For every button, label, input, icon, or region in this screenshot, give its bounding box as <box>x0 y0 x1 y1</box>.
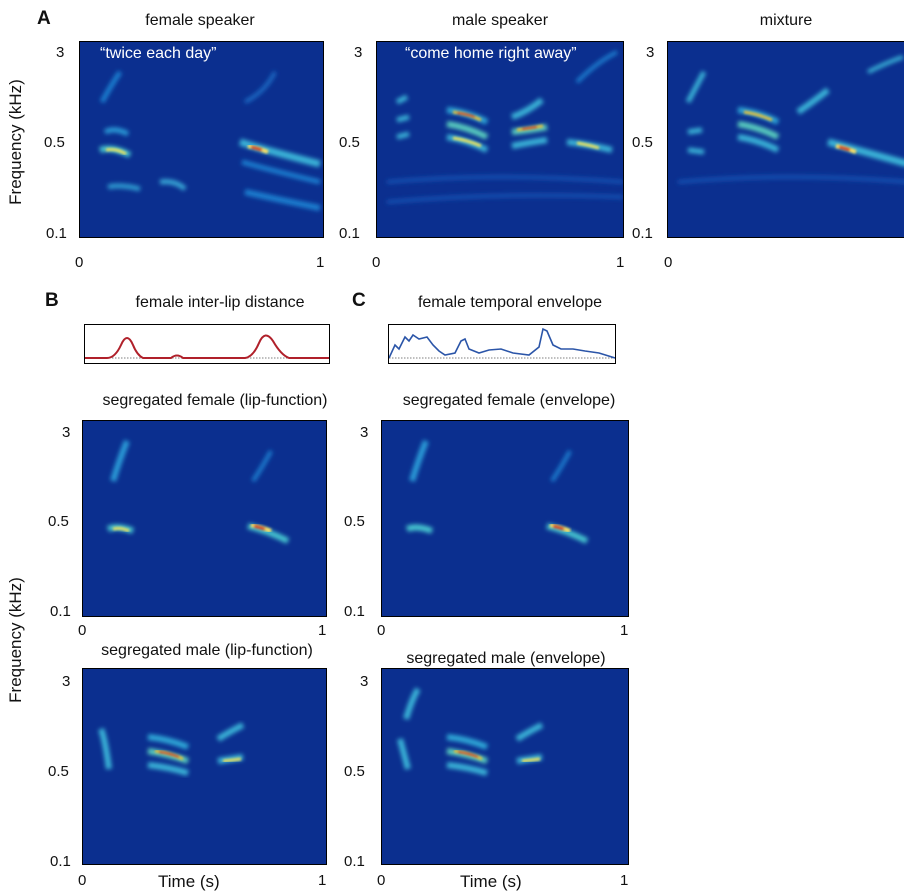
panel-letter-a: A <box>37 8 51 29</box>
male-speaker-title: male speaker <box>451 12 549 29</box>
mixture-title: mixture <box>759 12 813 29</box>
y-axis-label-top: Frequency (kHz) <box>6 79 25 205</box>
xtick-1: 1 <box>616 254 625 271</box>
xtick-0: 0 <box>372 254 381 271</box>
seg-female-envelope-title: segregated female (envelope) <box>402 392 616 409</box>
male-speaker-quote: “come home right away” <box>405 45 577 62</box>
ytick-3: 3 <box>62 673 71 690</box>
xtick-0: 0 <box>78 622 87 639</box>
ytick-3: 3 <box>62 424 71 441</box>
panel-letter-b: B <box>45 290 59 311</box>
female-speaker-quote: “twice each day” <box>100 45 217 62</box>
xtick-1: 1 <box>318 872 327 889</box>
lip-distance-title: female inter-lip distance <box>135 294 305 311</box>
xtick-0: 0 <box>377 622 386 639</box>
xtick-1: 1 <box>620 622 629 639</box>
ytick-0.1: 0.1 <box>339 225 360 242</box>
ytick-3: 3 <box>354 44 363 61</box>
xtick-0: 0 <box>377 872 386 889</box>
female-speaker-spectrogram <box>79 41 324 238</box>
x-axis-label-left: Time (s) <box>158 872 220 891</box>
ytick-0.5: 0.5 <box>632 134 653 151</box>
seg-female-envelope-spectrogram <box>381 420 629 617</box>
ytick-0.5: 0.5 <box>339 134 360 151</box>
ytick-0.5: 0.5 <box>48 513 69 530</box>
mixture-spectrogram <box>667 41 904 238</box>
envelope-title: female temporal envelope <box>417 294 603 311</box>
xtick-1: 1 <box>316 254 325 271</box>
seg-male-envelope-spectrogram <box>381 668 629 865</box>
ytick-3: 3 <box>360 424 369 441</box>
ytick-3: 3 <box>56 44 65 61</box>
ytick-0.5: 0.5 <box>44 134 65 151</box>
ytick-0.1: 0.1 <box>344 853 365 870</box>
ytick-0.1: 0.1 <box>50 603 71 620</box>
female-speaker-title: female speaker <box>145 12 255 29</box>
lip-distance-trace <box>84 324 330 364</box>
seg-male-lip-title: segregated male (lip-function) <box>101 642 313 659</box>
xtick-1: 1 <box>620 872 629 889</box>
ytick-0.5: 0.5 <box>48 763 69 780</box>
envelope-trace <box>388 324 616 364</box>
ytick-0.1: 0.1 <box>50 853 71 870</box>
xtick-0: 0 <box>75 254 84 271</box>
ytick-3: 3 <box>646 44 655 61</box>
xtick-0: 0 <box>664 254 673 271</box>
ytick-0.1: 0.1 <box>632 225 653 242</box>
ytick-0.1: 0.1 <box>46 225 67 242</box>
panel-letter-c: C <box>352 290 366 311</box>
xtick-0: 0 <box>78 872 87 889</box>
x-axis-label-right: Time (s) <box>460 872 522 891</box>
ytick-3: 3 <box>360 673 369 690</box>
seg-male-envelope-title: segregated male (envelope) <box>406 650 606 667</box>
male-speaker-spectrogram <box>376 41 624 238</box>
ytick-0.1: 0.1 <box>344 603 365 620</box>
seg-female-lip-title: segregated female (lip-function) <box>102 392 328 409</box>
ytick-0.5: 0.5 <box>344 513 365 530</box>
seg-male-lip-spectrogram <box>82 668 327 865</box>
y-axis-label-bottom: Frequency (kHz) <box>6 577 25 703</box>
seg-female-lip-spectrogram <box>82 420 327 617</box>
ytick-0.5: 0.5 <box>344 763 365 780</box>
xtick-1: 1 <box>318 622 327 639</box>
